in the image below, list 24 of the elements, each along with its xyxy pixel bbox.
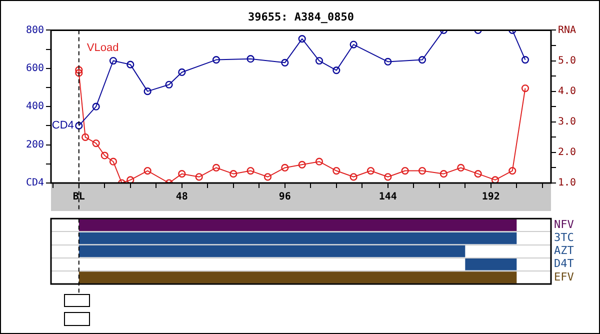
y-tick-label: D4T (554, 257, 574, 270)
x-tick-label: 96 (278, 192, 291, 203)
y-tick-label: CD4 (26, 178, 44, 189)
y-tick-label: 3TC (554, 231, 574, 244)
y-tick-label: EFV (554, 270, 574, 284)
series-label: CD4 (52, 120, 74, 132)
x-tick-label: 144 (378, 192, 397, 203)
y-tick-label: 800 (26, 24, 44, 36)
y2-tick-label: 2.0 (558, 147, 576, 158)
series-label: VLoad (86, 42, 119, 54)
y-tick-label: 600 (26, 62, 44, 74)
y-tick-label: 400 (26, 101, 44, 112)
y2-tick-label: 4.0 (558, 86, 576, 97)
y2-tick-label: 5.0 (558, 55, 576, 66)
x-tick-label: 192 (482, 192, 500, 203)
y2-tick-label: 3.0 (558, 116, 576, 128)
y-tick-label: AZT (554, 244, 574, 258)
chart-title: 39655: A384_0850 (248, 10, 354, 24)
y2-tick-label: 1.0 (558, 178, 576, 189)
y2-tick-label: RNA (558, 24, 576, 36)
x-tick-label: BL (72, 192, 85, 203)
x-tick-label: 48 (176, 192, 188, 203)
y-tick-label: 200 (26, 139, 44, 150)
y-tick-label: NFV (554, 218, 574, 231)
